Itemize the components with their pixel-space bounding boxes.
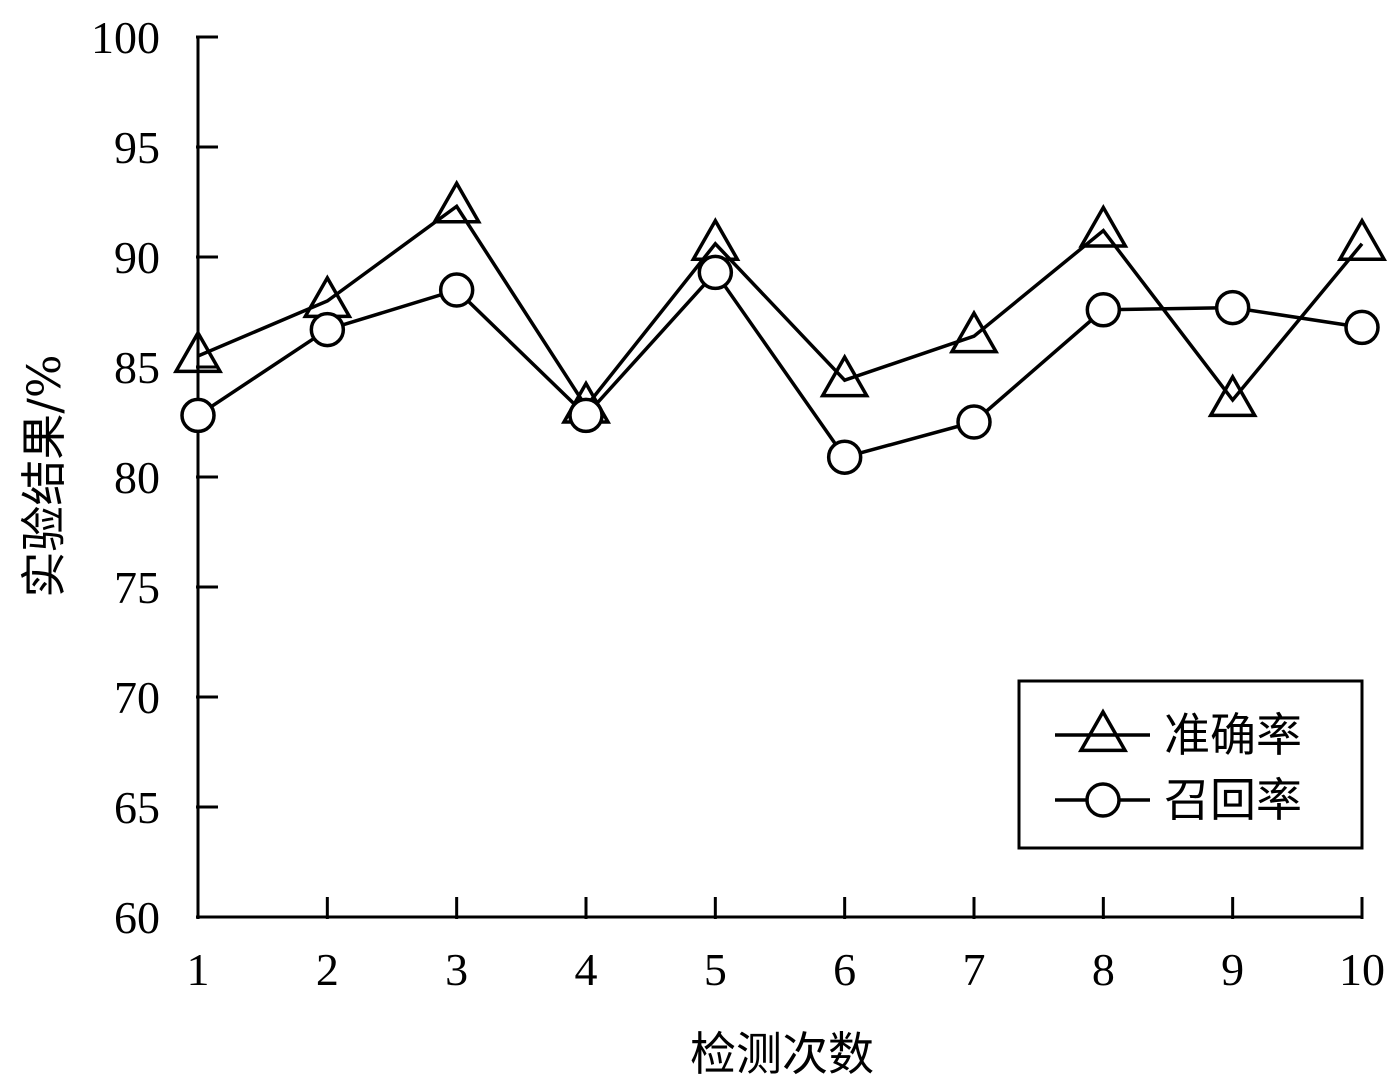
circle-marker <box>1214 289 1251 326</box>
x-tick-label: 7 <box>963 944 986 995</box>
y-tick-label: 70 <box>114 672 160 723</box>
y-tick-label: 80 <box>114 452 160 503</box>
circle-marker <box>1085 292 1122 328</box>
triangle-marker <box>690 217 741 261</box>
y-tick-label: 60 <box>114 892 160 943</box>
circle-marker <box>568 397 604 434</box>
x-tick-label: 2 <box>316 944 339 995</box>
y-tick-label: 95 <box>114 122 160 173</box>
y-tick-label: 65 <box>114 782 160 833</box>
y-axis-title: 实验结果/% <box>17 354 71 597</box>
triangle-marker <box>1207 373 1258 418</box>
circle-marker <box>1344 309 1380 346</box>
legend-label: 召回率 <box>1164 773 1302 827</box>
series-layer <box>172 179 1388 475</box>
x-tick-label: 1 <box>187 944 210 995</box>
circle-marker <box>180 397 216 434</box>
legend-label: 准确率 <box>1164 708 1302 762</box>
y-tick-label: 85 <box>114 342 160 393</box>
circle-marker <box>438 272 475 308</box>
circle-marker <box>697 254 734 291</box>
triangle-marker <box>172 329 224 374</box>
x-tick-label: 3 <box>445 944 468 995</box>
legend-circle-icon <box>1085 782 1121 818</box>
triangle-marker <box>431 179 482 224</box>
x-axis-title: 检测次数 <box>690 1027 874 1081</box>
legend-triangle-icon <box>1077 708 1129 753</box>
x-tick-label: 5 <box>704 944 727 995</box>
triangle-marker <box>302 274 353 319</box>
triangle-marker <box>1336 217 1388 261</box>
x-tick-label: 10 <box>1339 944 1385 995</box>
x-tick-label: 4 <box>575 944 598 995</box>
circle-marker <box>956 404 992 440</box>
circle-marker <box>309 311 346 348</box>
x-tick-label: 8 <box>1092 944 1115 995</box>
legend-box <box>1017 679 1364 850</box>
legend-item: 准确率 <box>1055 708 1302 762</box>
x-tick-label: 6 <box>833 944 856 995</box>
y-tick-label: 75 <box>114 562 160 613</box>
y-tick-label: 90 <box>114 232 160 283</box>
circle-marker <box>826 439 863 475</box>
y-tick-label: 100 <box>91 12 160 63</box>
x-tick-label: 9 <box>1221 944 1244 995</box>
series-1 <box>172 179 1388 424</box>
triangle-marker <box>948 309 1000 354</box>
tick-labels: 60 65 70 75 80 85 90 95 100 1 2 3 4 5 6 7 8 9 10 <box>91 12 1385 995</box>
series-line <box>197 269 1363 460</box>
series-2 <box>180 254 1380 475</box>
ticks <box>196 35 1364 919</box>
series-line <box>197 203 1364 410</box>
legend-item: 召回率 <box>1055 773 1302 827</box>
triangle-marker <box>819 353 870 398</box>
triangle-marker <box>1078 203 1129 248</box>
